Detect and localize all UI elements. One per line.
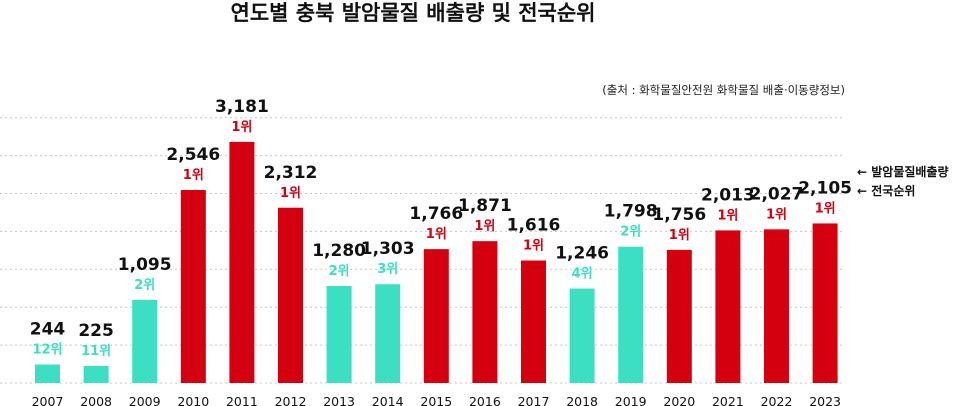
value-label-2022: 2,027 (750, 184, 804, 204)
source-note: (출처 : 화학물질안전원 화학물질 배출·이동량정보) (602, 83, 845, 97)
rank-label-2016: 1위 (474, 219, 495, 234)
value-label-2009: 1,095 (118, 255, 172, 275)
rank-label-2008: 11위 (81, 344, 111, 359)
tick-label-2015: 2015 (420, 394, 452, 406)
bar-2013 (326, 285, 352, 383)
bar-2007 (35, 364, 60, 383)
value-label-2018: 1,246 (555, 244, 609, 264)
value-label-2011: 3,181 (215, 97, 269, 117)
value-label-2017: 1,616 (507, 216, 561, 236)
rank-label-2021: 1위 (717, 208, 738, 223)
bar-2014 (375, 284, 401, 383)
tick-label-2019: 2019 (615, 394, 647, 406)
rank-label-2012: 1위 (280, 186, 301, 201)
tick-label-2022: 2022 (761, 394, 793, 406)
tick-label-2012: 2012 (275, 394, 307, 406)
tick-label-2021: 2021 (712, 394, 744, 406)
bar-2020 (666, 249, 692, 383)
bar-2012 (278, 207, 303, 383)
rank-label-2022: 1위 (766, 207, 787, 222)
tick-label-2007: 2007 (32, 394, 64, 406)
tick-label-2016: 2016 (469, 394, 501, 406)
tick-label-2020: 2020 (663, 394, 695, 406)
value-label-2020: 1,756 (652, 205, 706, 225)
rank-label-2010: 1위 (183, 168, 204, 183)
legend-rank: ← 전국순위 (857, 183, 915, 198)
tick-label-2013: 2013 (323, 394, 355, 406)
rank-label-2009: 2위 (134, 278, 155, 293)
bar-2016 (472, 241, 498, 383)
value-label-2007: 244 (30, 320, 66, 340)
bar-2021 (715, 230, 741, 383)
bar-2009 (132, 299, 158, 383)
rank-label-2020: 1위 (669, 228, 690, 243)
value-label-2015: 1,766 (409, 204, 463, 224)
rank-label-2007: 12위 (32, 343, 62, 358)
rank-label-2023: 1위 (815, 201, 836, 216)
tick-label-2023: 2023 (809, 394, 841, 406)
bar-2022 (764, 229, 789, 383)
value-label-2013: 1,280 (312, 241, 366, 261)
chart-title: 연도별 충북 발암물질 배출량 및 전국순위 (231, 1, 596, 25)
tick-label-2010: 2010 (177, 394, 209, 406)
bar-2011 (229, 141, 255, 383)
value-label-2023: 2,105 (798, 178, 852, 198)
bar-2015 (423, 249, 449, 383)
tick-label-2011: 2011 (226, 394, 258, 406)
rank-label-2019: 2위 (620, 225, 641, 240)
rank-label-2013: 2위 (329, 264, 350, 279)
value-label-2021: 2,013 (701, 185, 755, 205)
tick-label-2018: 2018 (566, 394, 598, 406)
value-label-2014: 1,303 (361, 239, 415, 259)
tick-label-2009: 2009 (129, 394, 161, 406)
rank-label-2018: 4위 (572, 267, 593, 282)
rank-label-2011: 1위 (231, 120, 252, 135)
value-label-2019: 1,798 (604, 202, 658, 222)
bar-2017 (521, 260, 546, 383)
legend-emission: ← 발암물질배출량 (857, 164, 949, 179)
rank-label-2017: 1위 (523, 239, 544, 254)
tick-label-2017: 2017 (518, 394, 550, 406)
bar-2018 (569, 288, 595, 383)
tick-label-2014: 2014 (372, 394, 404, 406)
bar-2023 (812, 223, 838, 383)
value-label-2016: 1,871 (458, 196, 512, 216)
rank-label-2015: 1위 (426, 227, 447, 242)
rank-label-2014: 3위 (377, 262, 398, 277)
bar-2010 (180, 190, 206, 383)
bar-2008 (83, 365, 109, 383)
bar-labels: 244 12위 225 11위 1,095 2위 2,546 1위 3,181 1위 2,312 1위… (30, 97, 852, 359)
value-label-2012: 2,312 (264, 163, 318, 183)
x-axis-ticks: 2007 2008 2009 2010 2011 2012 2013 2014 2015 2016… (32, 394, 841, 406)
tick-label-2008: 2008 (80, 394, 112, 406)
bar-2019 (618, 246, 644, 383)
value-label-2010: 2,546 (166, 145, 220, 165)
bars (35, 141, 838, 383)
value-label-2008: 225 (78, 321, 114, 341)
